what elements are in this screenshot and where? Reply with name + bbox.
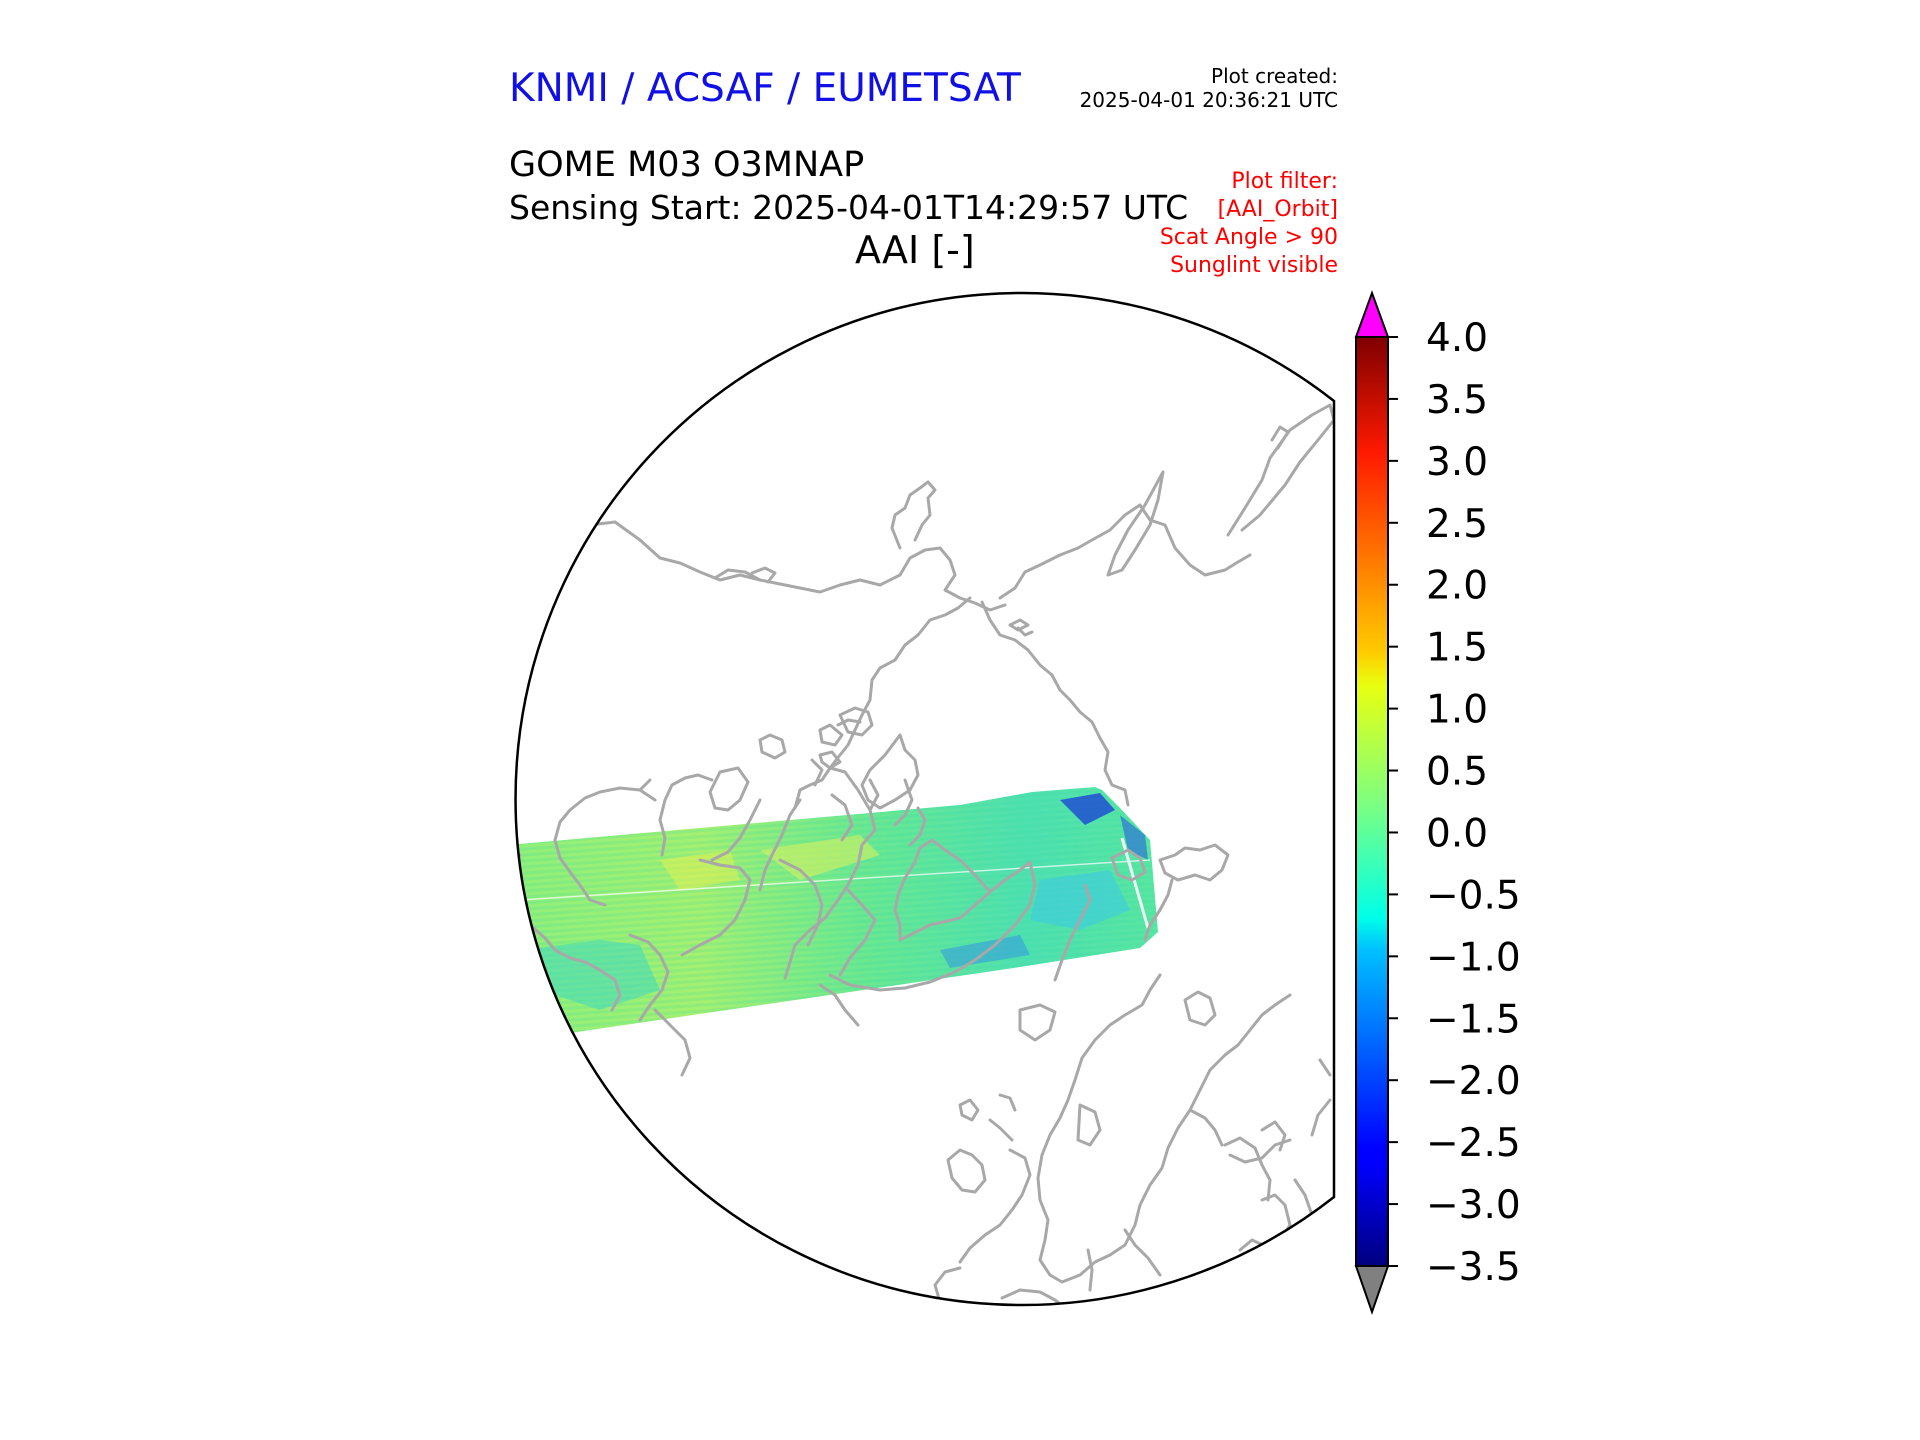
plot-filter-item: [AAI_Orbit] — [1217, 197, 1338, 222]
colorbar-tick-label: 4.0 — [1426, 316, 1488, 361]
colorbar-ticks: 4.0 3.5 3.0 2.5 2.0 1.5 1.0 0.5 0.0 −0.5 −1.0 −1.5 −… — [1388, 316, 1521, 1290]
colorbar-tick-label: −2.0 — [1426, 1059, 1521, 1104]
variable-title: AAI [-] — [855, 228, 975, 272]
colorbar-tick-label: 2.5 — [1426, 502, 1488, 547]
colorbar-tick-label: 0.5 — [1426, 750, 1488, 795]
colorbar-tick-label: 3.0 — [1426, 440, 1488, 485]
coastlines — [515, 403, 1334, 1306]
satellite-swath — [515, 787, 1158, 1035]
plot-filter-item: Scat Angle > 90 — [1159, 225, 1338, 250]
map-boundary — [514, 291, 1336, 1307]
colorbar-tick-label: 1.5 — [1426, 626, 1488, 671]
colorbar-tick-label: 2.0 — [1426, 564, 1488, 609]
colorbar-tick-label: −0.5 — [1426, 873, 1521, 918]
colorbar-extend-min — [1354, 1265, 1390, 1316]
colorbar-tick-label: −3.5 — [1426, 1245, 1521, 1290]
colorbar-tick-label: −3.0 — [1426, 1183, 1521, 1228]
plot-filter-item: Sunglint visible — [1170, 253, 1338, 278]
colorbar-tick-label: 3.5 — [1426, 378, 1488, 423]
product-name: GOME M03 O3MNAP — [509, 145, 865, 185]
colorbar-tick-label: −1.5 — [1426, 997, 1521, 1042]
plot-created-value: 2025-04-01 20:36:21 UTC — [1079, 88, 1338, 112]
colorbar-tick-label: 0.0 — [1426, 811, 1488, 856]
colorbar-tick-label: 1.0 — [1426, 688, 1488, 733]
colorbar-gradient — [1355, 336, 1389, 1267]
sensing-start: Sensing Start: 2025-04-01T14:29:57 UTC — [509, 188, 1189, 227]
plot-filter-label: Plot filter: — [1231, 169, 1338, 194]
colorbar-tick-label: −1.0 — [1426, 935, 1521, 980]
colorbar-tick-label: −2.5 — [1426, 1121, 1521, 1166]
plot-created-label: Plot created: — [1211, 64, 1338, 88]
colorbar-extend-max — [1354, 290, 1390, 338]
organization-title: KNMI / ACSAF / EUMETSAT — [509, 66, 1021, 111]
